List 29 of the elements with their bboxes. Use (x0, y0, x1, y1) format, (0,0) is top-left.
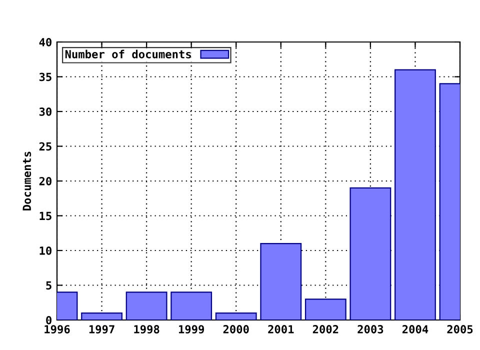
bar (215, 312, 257, 320)
x-tick-label: 2004 (402, 325, 428, 334)
y-tick-label: 5 (46, 281, 52, 290)
bar (81, 312, 122, 320)
y-tick-label: 0 (46, 316, 52, 324)
y-tick-label: 35 (39, 72, 52, 82)
bar (126, 292, 168, 320)
y-tick-label: 10 (40, 246, 52, 255)
x-tick-label: 2005 (447, 325, 473, 334)
x-tick-label: 1998 (134, 325, 160, 334)
x-tick-label: 2003 (358, 325, 384, 334)
bar (304, 298, 346, 320)
x-tick-label: 2001 (268, 325, 294, 334)
bar (260, 242, 302, 320)
x-tick-label: 2002 (312, 325, 338, 334)
y-tick-label: 25 (39, 142, 52, 151)
x-tick-label: 2000 (223, 325, 249, 334)
y-tick-label: 15 (40, 212, 52, 220)
y-tick-label: 30 (39, 107, 52, 116)
legend-label: Number of documents (65, 50, 191, 58)
y-axis-title: Documents (22, 152, 32, 210)
x-tick-label: 1997 (89, 325, 114, 334)
x-tick-label: 1999 (178, 325, 204, 334)
x-tick-label: 1996 (44, 325, 70, 334)
y-tick-label: 40 (39, 38, 52, 46)
y-tick-label: 20 (39, 176, 52, 186)
bar (350, 187, 392, 320)
bar (394, 69, 436, 320)
bar (170, 292, 212, 320)
